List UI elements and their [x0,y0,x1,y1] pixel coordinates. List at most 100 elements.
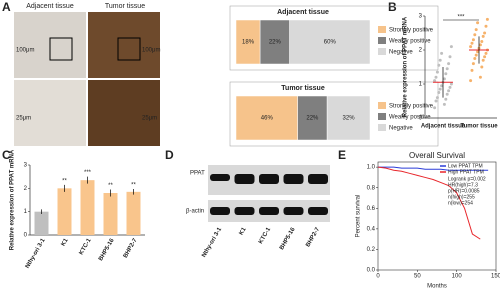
point [484,24,488,28]
y-axis-label: Relative expression of PPAT mRNA [403,16,409,117]
lane-label: KTC-1 [258,226,272,245]
lane-label: BHP5-16 [279,226,297,251]
value-label: 46% [261,116,274,122]
blot-row-label: β-actin [186,209,204,215]
point [471,62,475,66]
point [480,40,484,43]
legend-label: Weakly positive [389,39,431,45]
band [259,174,279,184]
legend-swatch [378,102,386,109]
y-tick-label: 2 [419,48,423,54]
y-tick-label: 1 [24,209,28,215]
segment [297,95,328,141]
y-tick-label: 2 [24,186,28,192]
note: Logrank p=0.002 [448,176,486,182]
panel-letter: E [338,148,346,162]
band [259,207,279,215]
chart-title: Overall Survival [409,151,465,160]
annotation: ** [108,183,113,189]
x-tick-label: 150 [491,274,500,280]
annotation: ** [62,178,67,184]
chart-title: Tumor tissue [281,85,325,92]
band [234,207,255,215]
y-tick-label: 0 [419,116,423,122]
band [210,174,230,181]
chart-title: Adjacent tissue [277,9,329,16]
scale-label: 25μm [16,116,31,122]
point [473,57,477,60]
bar [34,211,49,235]
point [444,97,448,101]
x-tick-label: KTC-1 [79,237,93,256]
annotation: *** [457,15,465,21]
y-tick-label: 1 [419,82,423,88]
y-tick-label: 0 [24,233,28,239]
point [476,50,480,54]
point [435,70,439,74]
point [471,38,475,42]
point [449,45,453,49]
band [210,207,230,215]
point [485,17,489,21]
point [448,85,452,89]
legend-label: Negative [389,126,413,132]
value-label: 22% [269,40,282,46]
point [447,89,451,93]
value-label: 32% [343,116,356,122]
point [469,45,473,49]
y-tick-label: 0.8 [367,185,376,191]
legend-label: Strongly positive [389,104,434,110]
x-tick-label: 100 [452,274,463,280]
bar [126,191,141,235]
legend-label: Low PPAT TPM [448,163,483,169]
point [483,55,487,59]
segment [289,19,371,65]
scale-label: 25μm [142,116,157,122]
x-tick-label: K1 [61,237,70,247]
y-tick-label: 0.0 [367,268,376,274]
segment [326,95,371,141]
band [308,174,328,184]
x-tick-label: Nthy-ori 3-1 [25,237,47,269]
segment [235,95,298,141]
legend-label: Strongly positive [389,28,434,34]
point [483,31,487,35]
point [474,53,478,57]
x-tick-label: 0 [376,274,380,280]
point [480,65,484,69]
survival-line [378,166,489,171]
x-tick-label: BHP5-16 [98,237,116,262]
point [449,82,453,86]
band [283,207,304,215]
legend-swatch [378,124,386,131]
legend-swatch [378,113,386,120]
value-label: 60% [324,40,337,46]
point [474,28,478,32]
x-axis-label: Months [427,284,447,290]
y-tick-label: 3 [24,163,28,169]
y-tick-label: 0.2 [367,247,376,253]
point [473,33,477,37]
panel-letter: A [2,0,11,14]
annotation: *** [84,170,92,176]
y-axis-label: Percent survival [356,195,362,238]
note: n(high)=255 [448,194,475,200]
frame [229,81,439,147]
point [437,91,441,94]
point [445,67,449,71]
point [433,106,437,110]
legend-swatch [378,26,386,33]
panel-letter: C [2,148,11,162]
note: n(low)=254 [448,200,473,206]
point [478,43,482,47]
point [470,68,474,72]
point [476,21,480,25]
y-tick-label: 0.6 [367,206,376,212]
y-tick-label: 1.0 [367,165,376,171]
point [470,41,474,45]
value-label: 22% [306,116,319,122]
point [447,62,451,66]
point [442,102,446,106]
point [445,92,449,96]
